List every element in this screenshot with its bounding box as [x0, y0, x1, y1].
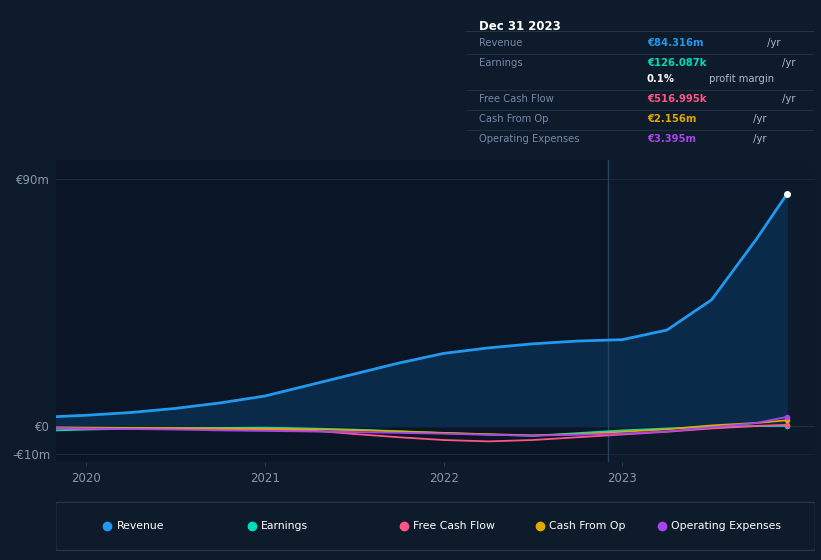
- Text: profit margin: profit margin: [705, 74, 773, 85]
- Text: Revenue: Revenue: [117, 521, 164, 531]
- FancyBboxPatch shape: [56, 502, 815, 550]
- Text: /yr: /yr: [779, 94, 796, 104]
- Text: Revenue: Revenue: [479, 38, 523, 48]
- Text: Operating Expenses: Operating Expenses: [479, 134, 580, 144]
- Text: Cash From Op: Cash From Op: [479, 114, 549, 124]
- Text: /yr: /yr: [779, 58, 796, 68]
- Text: Cash From Op: Cash From Op: [549, 521, 626, 531]
- Text: €516.995k: €516.995k: [647, 94, 706, 104]
- Text: €84.316m: €84.316m: [647, 38, 704, 48]
- Text: Dec 31 2023: Dec 31 2023: [479, 20, 562, 33]
- Text: Operating Expenses: Operating Expenses: [671, 521, 781, 531]
- Text: /yr: /yr: [750, 134, 766, 144]
- Text: /yr: /yr: [764, 38, 781, 48]
- Text: €3.395m: €3.395m: [647, 134, 696, 144]
- Text: /yr: /yr: [750, 114, 766, 124]
- Text: Free Cash Flow: Free Cash Flow: [413, 521, 494, 531]
- Text: Earnings: Earnings: [261, 521, 308, 531]
- Text: €126.087k: €126.087k: [647, 58, 706, 68]
- Text: 0.1%: 0.1%: [647, 74, 675, 85]
- Text: Earnings: Earnings: [479, 58, 523, 68]
- Text: Free Cash Flow: Free Cash Flow: [479, 94, 554, 104]
- Text: €2.156m: €2.156m: [647, 114, 696, 124]
- Bar: [608, 160, 815, 462]
